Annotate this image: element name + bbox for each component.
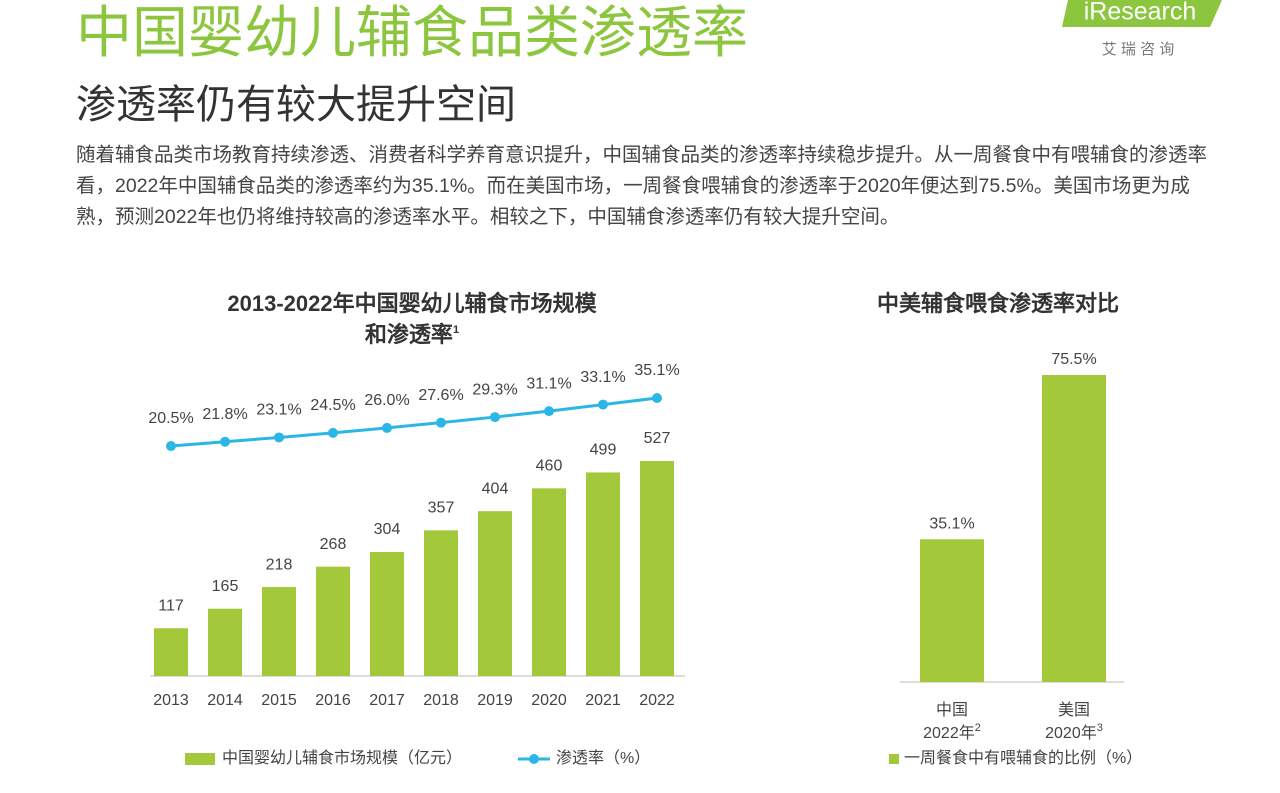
bar (262, 587, 296, 676)
bar (154, 628, 188, 676)
value-label: 165 (212, 578, 239, 595)
bar (370, 551, 404, 676)
page-title: 中国婴幼儿辅食品类渗透率 (76, 1, 748, 64)
page-subtitle: 渗透率仍有较大提升空间 (76, 83, 516, 127)
x-tick-label: 2020年3 (1045, 722, 1103, 742)
logo-badge (1062, 0, 1222, 27)
x-tick-label: 2013 (153, 692, 189, 709)
value-label: 499 (590, 442, 617, 459)
chart-title: 中美辅食喂食渗透率对比 (877, 291, 1119, 316)
x-tick-date: 2020年 (1045, 724, 1097, 742)
line-point (220, 436, 230, 447)
line-point (274, 432, 284, 443)
footnote-mark: 2 (975, 722, 981, 734)
value-label: 35.1% (929, 515, 974, 532)
x-tick-label: 2021 (585, 692, 621, 709)
value-label: 33.1% (580, 369, 625, 386)
bar (920, 539, 984, 682)
chart-title-line: 和渗透率 (365, 322, 453, 347)
value-label: 218 (266, 556, 293, 573)
value-label: 304 (374, 521, 401, 538)
value-label: 20.5% (148, 410, 193, 427)
value-label: 268 (320, 536, 347, 553)
bar (208, 608, 242, 676)
value-label: 24.5% (310, 397, 355, 414)
bar (1042, 375, 1106, 682)
bar (640, 461, 674, 676)
chart-title: 和渗透率1 (365, 322, 459, 347)
legend-label: 渗透率（%） (556, 749, 650, 767)
value-label: 404 (482, 480, 509, 497)
x-tick-date: 2022年 (923, 724, 975, 742)
x-tick-label: 2014 (207, 692, 243, 709)
line (170, 396, 658, 448)
x-tick-label: 2015 (261, 692, 297, 709)
bar (316, 566, 350, 676)
line-point (328, 427, 338, 438)
footnote-mark: 1 (453, 324, 459, 336)
x-tick-label: 2018 (423, 692, 459, 709)
x-tick-label: 2017 (369, 692, 405, 709)
x-tick-label: 2016 (315, 692, 351, 709)
bar (586, 472, 620, 676)
legend-label: 中国婴幼儿辅食市场规模（亿元） (222, 749, 462, 767)
legend-label: 一周餐食中有喂辅食的比例（%） (904, 749, 1142, 767)
footnote-mark: 3 (1097, 722, 1103, 734)
body-text: 随着辅食品类市场教育持续渗透、消费者科学养育意识提升，中国辅食品类的渗透率持续稳… (76, 144, 1208, 228)
bar (478, 511, 512, 676)
line-point (382, 422, 392, 433)
bar (424, 530, 458, 676)
logo: iResearch (1084, 0, 1197, 26)
value-label: 357 (428, 500, 455, 517)
value-label: 75.5% (1051, 351, 1096, 368)
line-point (598, 399, 608, 410)
value-label: 23.1% (256, 402, 301, 419)
value-label: 26.0% (364, 392, 409, 409)
x-tick-label: 2022年2 (923, 722, 981, 742)
value-label: 117 (158, 597, 184, 614)
legend-swatch (529, 754, 539, 764)
line-point (436, 417, 446, 428)
value-label: 527 (644, 430, 671, 447)
value-label: 460 (536, 458, 563, 475)
line-point (490, 412, 500, 423)
value-label: 27.6% (418, 387, 463, 404)
chart-title: 2013-2022年中国婴幼儿辅食市场规模 (227, 291, 597, 316)
x-tick-label: 2020 (531, 692, 567, 709)
x-tick-label: 中国 (936, 701, 968, 719)
value-label: 21.8% (202, 406, 247, 423)
legend-swatch (889, 754, 899, 764)
value-label: 35.1% (634, 362, 679, 379)
bar (532, 488, 566, 676)
logo-cn: 艾 瑞 咨 询 (1102, 41, 1175, 58)
legend-swatch (185, 753, 215, 765)
line-point (166, 441, 176, 451)
line-point (544, 406, 554, 417)
x-tick-label: 2022 (639, 692, 675, 709)
x-tick-label: 美国 (1058, 701, 1090, 719)
x-tick-label: 2019 (477, 692, 513, 709)
line-point (652, 393, 662, 403)
value-label: 29.3% (472, 381, 517, 398)
value-label: 31.1% (526, 375, 571, 392)
